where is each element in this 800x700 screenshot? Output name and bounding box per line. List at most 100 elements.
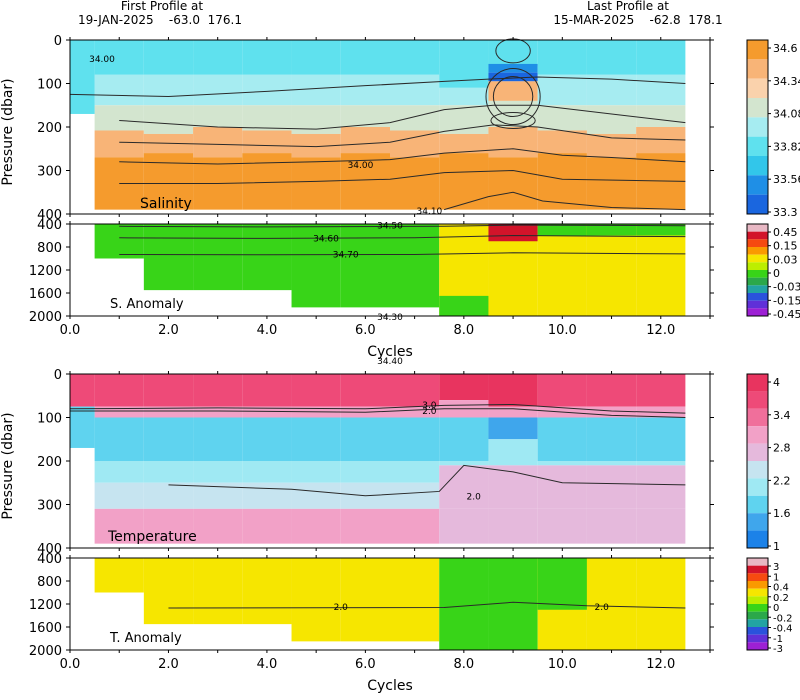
salinity-anomaly-panel: 34.50 34.60 34.70 S. Anomaly 400 800 1200 1600 2… — [29, 218, 800, 360]
salinity-cell — [193, 127, 243, 158]
salinity-cell — [488, 81, 538, 101]
colorbar-swatch — [747, 270, 768, 278]
anomaly-cell — [439, 295, 489, 316]
temperature-contour-label: 2.0 — [467, 492, 482, 502]
colorbar-swatch — [747, 443, 768, 461]
colorbar-swatch — [747, 495, 768, 514]
anomaly-cell — [636, 224, 686, 316]
salinity-contour-ring — [490, 111, 536, 129]
salinity-cell — [242, 40, 292, 75]
colorbar-swatch — [747, 300, 768, 309]
x-tick-label: 4.0 — [257, 657, 278, 672]
temperature-cell — [586, 417, 637, 461]
colorbar-label: -0.03 — [773, 281, 800, 294]
temperature-cell — [242, 461, 292, 483]
anomaly-contour-label: 34.60 — [313, 234, 339, 244]
temperature-cell — [439, 461, 489, 466]
colorbar-swatch — [747, 231, 768, 240]
y-tick-label: 200 — [37, 121, 62, 136]
temperature-cell — [586, 406, 637, 418]
y-tick-label: 300 — [37, 499, 62, 514]
temperature-cell — [488, 417, 538, 440]
temperature-cell — [340, 374, 390, 407]
salinity-contour-label: 34.40 — [377, 357, 403, 367]
colorbar-label: 1.6 — [773, 507, 791, 520]
y-tick-label: 800 — [37, 241, 62, 256]
y-tick-label: 300 — [37, 165, 62, 180]
temperature-contour-label: 2.0 — [422, 407, 437, 417]
anomaly-cell — [242, 558, 292, 625]
colorbar-swatch — [747, 194, 768, 214]
salinity-cell — [340, 153, 390, 210]
anomaly-contour-label: 2.0 — [334, 603, 349, 613]
anomaly-cell — [586, 224, 637, 316]
salinity-cell — [537, 40, 587, 75]
colorbar-swatch — [747, 175, 768, 195]
colorbar-swatch — [747, 262, 768, 270]
temperature-cell — [291, 508, 341, 544]
anomaly-cell — [488, 224, 538, 242]
anomaly-cell — [340, 558, 390, 642]
temperature-panel: 3.02.02.0Temperature0100200300400Pressur… — [0, 368, 791, 557]
salinity-cell — [586, 157, 637, 210]
colorbar-label: 0.03 — [773, 253, 798, 266]
colorbar-label: 0 — [773, 267, 780, 280]
temperature-contour-line — [69, 403, 686, 414]
temperature-cell — [143, 417, 194, 461]
temperature-cell — [390, 482, 440, 509]
anomaly-cell — [94, 224, 144, 259]
colorbar-swatch — [747, 239, 768, 247]
salinity-cell — [537, 153, 587, 210]
salinity-contour-label: 34.30 — [377, 313, 403, 323]
anomaly-cell — [586, 558, 637, 650]
temperature-cell — [439, 508, 489, 544]
salinity-cell — [340, 127, 390, 154]
colorbar-label: -1 — [773, 634, 783, 645]
colorbar-swatch — [747, 604, 768, 612]
temperature-cell — [70, 374, 95, 407]
temperature-cell — [193, 508, 243, 544]
y-tick-label: 200 — [37, 455, 62, 470]
x-axis-label: Cycles — [367, 678, 413, 694]
y-tick-label: 400 — [37, 542, 62, 557]
anomaly-cell — [636, 558, 686, 650]
y-tick-label: 1200 — [29, 264, 62, 279]
salinity-cell — [390, 130, 440, 158]
salinity-contour-label: 34.10 — [417, 207, 443, 217]
temperature-cell — [439, 417, 489, 461]
salinity-cell — [291, 157, 341, 210]
y-tick-label: 1600 — [29, 621, 62, 636]
colorbar-swatch — [747, 59, 768, 79]
colorbar-swatch — [747, 224, 768, 232]
colorbar-swatch — [747, 98, 768, 118]
colorbar-label: 3 — [773, 562, 779, 573]
temperature-cell — [586, 508, 637, 544]
anomaly-cell — [340, 224, 390, 308]
x-tick-label: 10.0 — [548, 323, 577, 338]
colorbar-label: 33.3 — [773, 206, 798, 219]
colorbar-frame — [746, 39, 769, 215]
temperature-cell — [242, 406, 292, 418]
y-tick-label: 100 — [37, 412, 62, 427]
last-profile-info: 15-MAR-2025 -62.8 178.1 — [553, 13, 722, 27]
anomaly-cell — [242, 224, 292, 291]
salinity-cell — [636, 105, 686, 127]
y-axis-label: Pressure (dbar) — [0, 78, 16, 185]
temperature-cell — [291, 374, 341, 407]
anomaly-cell — [537, 558, 587, 610]
colorbar-label: -3 — [773, 644, 783, 655]
temperature-cell — [488, 406, 538, 418]
temperature-cell — [636, 465, 686, 509]
colorbar-label: 0 — [773, 603, 779, 614]
temperature-cell — [143, 508, 194, 544]
salinity-cell — [291, 133, 341, 158]
colorbar-swatch — [747, 374, 768, 392]
colorbar-swatch — [747, 530, 768, 548]
colorbar-swatch — [747, 247, 768, 255]
salinity-cell — [94, 40, 144, 75]
x-tick-label: 2.0 — [158, 323, 179, 338]
colorbar-swatch — [747, 293, 768, 301]
salinity-cell — [94, 74, 144, 106]
salinity-cell — [390, 74, 440, 106]
